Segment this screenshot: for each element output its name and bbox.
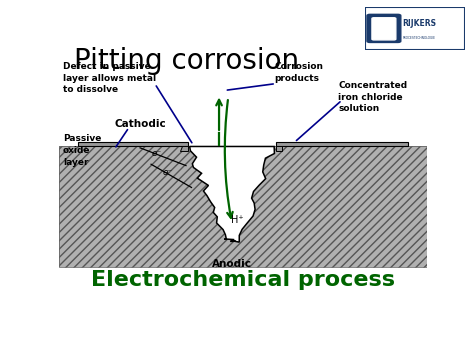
Text: Passive
oxide
layer: Passive oxide layer — [63, 134, 101, 167]
Bar — [78, 142, 188, 147]
Text: H⁺: H⁺ — [231, 215, 244, 225]
Text: Concentrated
iron chloride
solution: Concentrated iron chloride solution — [338, 81, 408, 114]
Text: Pitting corrosion: Pitting corrosion — [74, 47, 299, 75]
Bar — [59, 147, 427, 267]
Text: e⁻: e⁻ — [163, 168, 173, 177]
Polygon shape — [190, 147, 274, 242]
FancyBboxPatch shape — [372, 18, 396, 40]
Text: Cathodic: Cathodic — [114, 119, 166, 129]
Text: RIJKERS: RIJKERS — [403, 19, 437, 28]
Text: e⁻: e⁻ — [152, 149, 162, 158]
FancyBboxPatch shape — [367, 14, 401, 43]
Polygon shape — [181, 147, 188, 151]
Text: Corrosion
products: Corrosion products — [274, 62, 323, 82]
Text: Defect in passive
layer allows metal
to dissolve: Defect in passive layer allows metal to … — [63, 62, 156, 94]
FancyBboxPatch shape — [365, 7, 465, 50]
Text: PROCESTECHNOLOGIE: PROCESTECHNOLOGIE — [403, 36, 436, 40]
Text: Anodic: Anodic — [212, 258, 252, 268]
Text: Electrochemical process: Electrochemical process — [91, 271, 395, 290]
Bar — [59, 147, 427, 267]
Bar — [276, 142, 408, 147]
Polygon shape — [276, 147, 282, 151]
